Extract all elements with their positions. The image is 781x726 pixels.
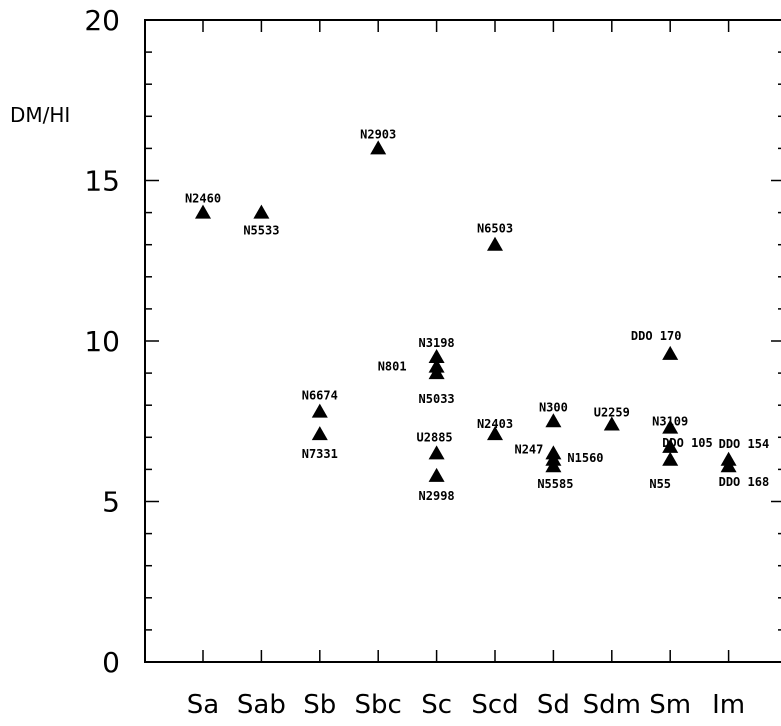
- x-category-label: Sdm: [583, 690, 641, 720]
- data-point-marker: [545, 458, 562, 473]
- data-point-marker: [428, 365, 445, 380]
- x-category-label: Im: [712, 690, 745, 720]
- data-point-marker: [662, 438, 679, 453]
- data-point-label: N5033: [419, 392, 455, 406]
- y-tick-label: 0: [102, 646, 120, 679]
- x-category-label: Sab: [237, 690, 286, 720]
- data-point-label: DDO 105: [662, 436, 713, 450]
- data-point-marker: [545, 413, 562, 428]
- x-category-label: Sb: [303, 690, 336, 720]
- data-point-label: DDO 170: [631, 329, 682, 343]
- y-axis-ticks: 0 5 10 15 20: [84, 4, 781, 679]
- x-category-label: Sd: [537, 690, 570, 720]
- data-point-label: DDO 154: [719, 437, 770, 451]
- data-point-marker: [487, 236, 503, 251]
- x-category-label: Sc: [421, 690, 452, 720]
- data-points: N2460 N5533 N6674 N7331 N2903 N3198 N801 N5033 U…: [185, 127, 769, 502]
- data-point-marker: [720, 458, 737, 473]
- data-point-label: N1560: [567, 451, 603, 465]
- y-tick-label: 5: [102, 486, 120, 519]
- y-tick-label: 15: [84, 165, 120, 198]
- data-point-label: N300: [539, 400, 568, 414]
- data-point-label: N7331: [302, 447, 338, 461]
- data-point-label: U2885: [417, 430, 453, 444]
- y-tick-label: 10: [84, 325, 120, 358]
- data-point-marker: [253, 204, 270, 219]
- x-category-label: Sa: [187, 690, 219, 720]
- y-tick-label: 20: [84, 4, 120, 37]
- data-point-label: U2259: [594, 405, 630, 419]
- data-point-label: N55: [649, 477, 671, 491]
- data-point-label: DDO 168: [719, 475, 770, 489]
- x-category-label: Sm: [649, 690, 691, 720]
- data-point-label: N5533: [243, 224, 279, 238]
- data-point-label: N6503: [477, 222, 513, 236]
- data-point-label: N2403: [477, 417, 513, 431]
- data-point-label: N2903: [360, 127, 396, 141]
- data-point-marker: [195, 204, 211, 219]
- x-axis-ticks: Sa Sab Sb Sbc Sc Scd Sd Sdm Sm Im: [187, 20, 745, 720]
- data-point-label: N2460: [185, 192, 221, 206]
- plot-frame: [144, 19, 781, 663]
- data-point-marker: [428, 467, 445, 482]
- x-category-label: Sbc: [355, 690, 402, 720]
- data-point-label: N2998: [419, 489, 455, 503]
- data-point-marker: [428, 445, 445, 460]
- x-category-label: Scd: [471, 690, 518, 720]
- data-point-marker: [311, 403, 328, 418]
- data-point-marker: [428, 349, 445, 364]
- data-point-label: N247: [514, 442, 543, 456]
- data-point-marker: [662, 419, 679, 434]
- data-point-label: N5585: [537, 477, 573, 491]
- data-point-label: N3109: [652, 415, 688, 429]
- y-axis-label: DM/HI: [10, 103, 70, 127]
- data-point-marker: [662, 451, 679, 466]
- data-point-marker: [370, 140, 387, 155]
- data-point-label: N3198: [419, 336, 455, 350]
- data-point-marker: [603, 416, 620, 431]
- data-point-marker: [487, 426, 503, 441]
- data-point-marker: [311, 426, 328, 441]
- data-point-label: N6674: [302, 389, 338, 403]
- data-point-label: N801: [378, 360, 407, 374]
- data-point-marker: [662, 345, 679, 360]
